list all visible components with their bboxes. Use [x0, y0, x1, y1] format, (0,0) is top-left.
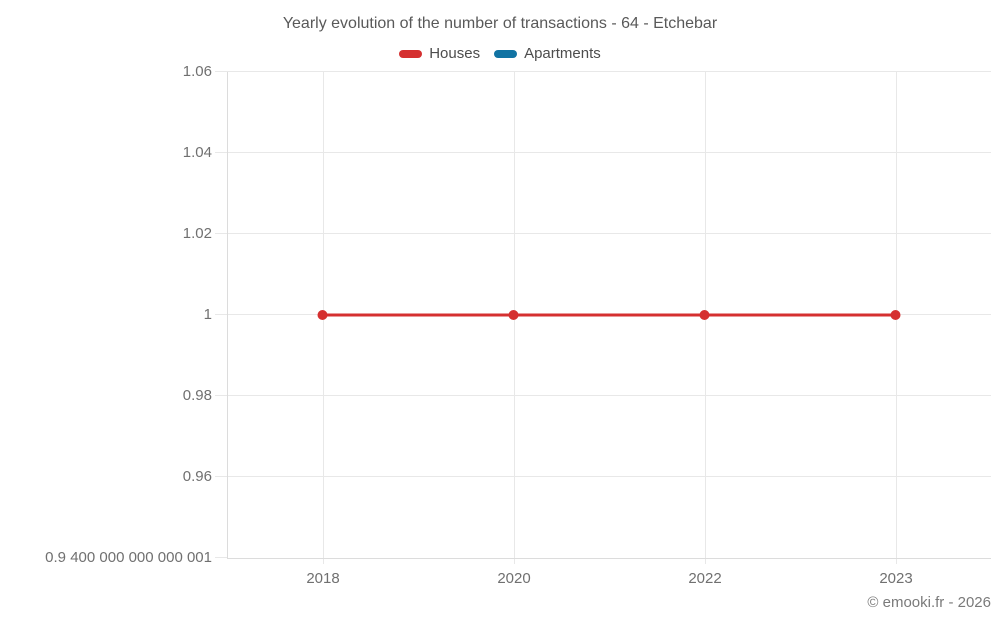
x-axis-label: 2020: [497, 570, 531, 587]
houses-series-swatch-icon: [399, 49, 423, 58]
x-tick-mark: [514, 558, 515, 564]
y-gridline: [227, 233, 991, 234]
x-tick-mark: [705, 558, 706, 564]
y-tick-mark: [215, 233, 227, 234]
y-tick-mark: [215, 314, 227, 315]
apartments-series-swatch-icon: [494, 49, 518, 58]
y-tick-mark: [215, 395, 227, 396]
y-axis-line: [227, 72, 228, 559]
legend-item-apartments[interactable]: Apartments: [494, 45, 601, 62]
y-tick-mark: [215, 476, 227, 477]
y-axis-label: 1.04: [182, 144, 212, 161]
x-tick-mark: [323, 558, 324, 564]
x-axis-label: 2022: [688, 570, 722, 587]
y-axis-label: 1: [203, 306, 212, 323]
houses-data-point[interactable]: [317, 310, 328, 320]
legend: Houses Apartments: [0, 45, 1000, 62]
y-axis-label: 0.9 400 000 000 000 001: [45, 549, 212, 566]
legend-label-houses: Houses: [429, 45, 481, 62]
y-gridline: [227, 71, 991, 72]
legend-label-apartments: Apartments: [524, 45, 601, 62]
houses-data-point[interactable]: [699, 310, 710, 320]
x-tick-mark: [896, 558, 897, 564]
houses-data-point[interactable]: [890, 310, 901, 320]
x-axis-label: 2023: [879, 570, 913, 587]
y-gridline: [227, 476, 991, 477]
y-tick-mark: [215, 557, 227, 558]
y-gridline: [227, 395, 991, 396]
y-axis-label: 0.96: [182, 468, 212, 485]
x-axis-label: 2018: [306, 570, 340, 587]
y-tick-mark: [215, 152, 227, 153]
y-axis-label: 0.98: [182, 387, 212, 404]
y-axis-label: 1.06: [182, 63, 212, 80]
copyright-notice: © emooki.fr - 2026: [867, 594, 991, 611]
legend-item-houses[interactable]: Houses: [399, 45, 480, 62]
x-axis-line: [227, 558, 991, 559]
y-tick-mark: [215, 71, 227, 72]
chart-title: Yearly evolution of the number of transa…: [282, 15, 718, 32]
houses-data-point[interactable]: [508, 310, 519, 320]
y-axis-label: 1.02: [182, 225, 212, 242]
y-gridline: [227, 152, 991, 153]
